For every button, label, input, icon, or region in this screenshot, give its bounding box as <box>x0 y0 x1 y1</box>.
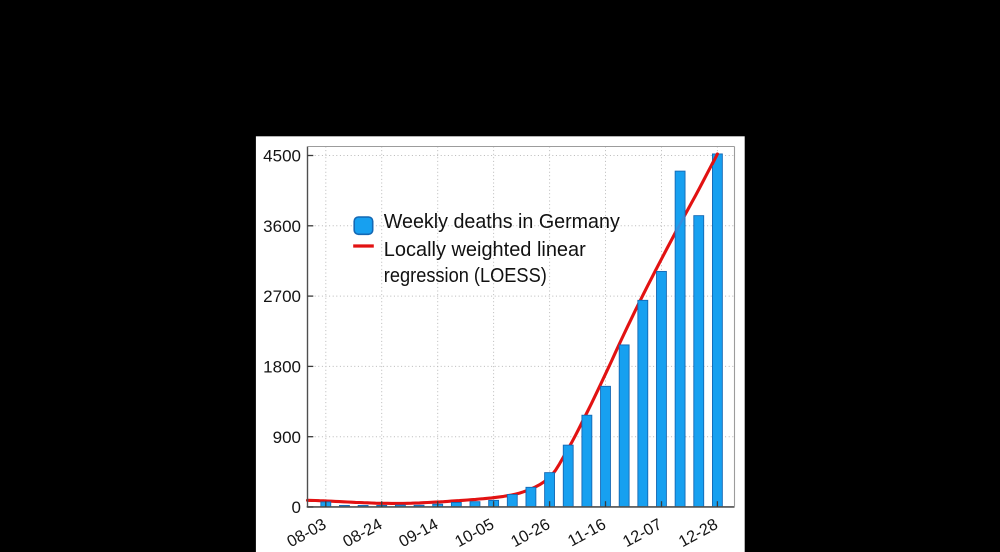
svg-text:900: 900 <box>273 428 301 447</box>
svg-text:regression (LOESS): regression (LOESS) <box>384 264 547 287</box>
svg-text:3600: 3600 <box>263 217 301 236</box>
svg-text:4500: 4500 <box>263 147 301 166</box>
svg-text:Weekly deaths in Germany: Weekly deaths in Germany <box>384 210 621 233</box>
svg-text:Locally weighted linear: Locally weighted linear <box>384 238 586 261</box>
svg-text:0: 0 <box>292 498 301 517</box>
svg-text:2700: 2700 <box>263 287 301 306</box>
svg-text:1800: 1800 <box>263 358 301 377</box>
